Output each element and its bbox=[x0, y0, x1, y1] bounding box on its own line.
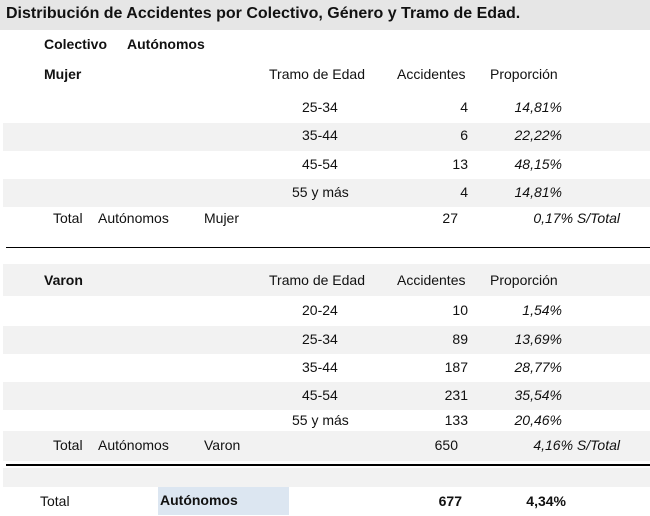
accidentes-cell: 4 bbox=[460, 184, 468, 200]
report-title: Distribución de Accidentes por Colectivo… bbox=[0, 0, 650, 30]
row-stripe bbox=[3, 468, 650, 487]
accidentes-cell: 133 bbox=[444, 412, 468, 428]
accidentes-cell: 10 bbox=[452, 302, 468, 318]
total-label: Total bbox=[53, 210, 83, 226]
tramo-cell: 25-34 bbox=[302, 99, 338, 115]
tramo-cell: 25-34 bbox=[302, 331, 338, 347]
row-stripe bbox=[3, 264, 650, 296]
proporcion-cell: 28,77% bbox=[514, 359, 562, 375]
header-accidentes: Accidentes bbox=[397, 272, 466, 288]
section-divider bbox=[6, 464, 650, 466]
proporcion-cell: 14,81% bbox=[514, 99, 562, 115]
accidentes-cell: 231 bbox=[444, 387, 468, 403]
header-tramo: Tramo de Edad bbox=[269, 272, 365, 288]
row-stripe bbox=[3, 179, 650, 207]
tramo-cell: 45-54 bbox=[302, 156, 338, 172]
tramo-cell: 20-24 bbox=[302, 302, 338, 318]
colectivo-value: Autónomos bbox=[127, 36, 205, 52]
tramo-cell: 55 y más bbox=[292, 412, 349, 428]
colectivo-highlight bbox=[158, 487, 289, 515]
total-label: Total bbox=[53, 437, 83, 453]
proporcion-cell: 14,81% bbox=[514, 184, 562, 200]
title-gap bbox=[0, 30, 650, 32]
row-stripe bbox=[3, 123, 650, 151]
tramo-cell: 45-54 bbox=[302, 387, 338, 403]
accidentes-cell: 89 bbox=[452, 331, 468, 347]
header-tramo: Tramo de Edad bbox=[269, 66, 365, 82]
grand-total-colectivo: Autónomos bbox=[160, 492, 238, 508]
tramo-cell: 35-44 bbox=[302, 359, 338, 375]
total-accidentes: 27 bbox=[442, 210, 458, 226]
accidentes-cell: 187 bbox=[444, 359, 468, 375]
tramo-cell: 55 y más bbox=[292, 184, 349, 200]
grand-total-label: Total bbox=[40, 493, 70, 509]
proporcion-cell: 20,46% bbox=[514, 412, 562, 428]
proporcion-cell: 48,15% bbox=[514, 156, 562, 172]
total-proporcion: 0,17% S/Total bbox=[533, 210, 620, 226]
header-accidentes: Accidentes bbox=[397, 66, 466, 82]
row-stripe bbox=[3, 382, 650, 410]
total-colectivo: Autónomos bbox=[98, 437, 169, 453]
total-genero: Mujer bbox=[204, 210, 240, 226]
row-stripe bbox=[3, 326, 650, 354]
proporcion-cell: 35,54% bbox=[514, 387, 562, 403]
proporcion-cell: 22,22% bbox=[514, 127, 562, 143]
accidentes-cell: 13 bbox=[452, 156, 468, 172]
section-divider bbox=[6, 247, 650, 248]
accidentes-cell: 4 bbox=[460, 99, 468, 115]
total-accidentes: 650 bbox=[434, 437, 458, 453]
accidentes-cell: 6 bbox=[460, 127, 468, 143]
tramo-cell: 35-44 bbox=[302, 127, 338, 143]
genero-varon-label: Varon bbox=[44, 272, 83, 288]
row-stripe bbox=[3, 431, 650, 461]
colectivo-label: Colectivo bbox=[44, 36, 108, 52]
total-genero: Varon bbox=[204, 437, 241, 453]
proporcion-cell: 13,69% bbox=[514, 331, 562, 347]
total-colectivo: Autónomos bbox=[98, 210, 169, 226]
grand-total-proporcion: 4,34% bbox=[526, 493, 566, 509]
grand-total-accidentes: 677 bbox=[438, 493, 462, 509]
proporcion-cell: 1,54% bbox=[522, 302, 562, 318]
header-proporcion: Proporción bbox=[490, 272, 558, 288]
genero-mujer-label: Mujer bbox=[44, 66, 82, 82]
header-proporcion: Proporción bbox=[490, 66, 558, 82]
total-proporcion: 4,16% S/Total bbox=[533, 437, 620, 453]
